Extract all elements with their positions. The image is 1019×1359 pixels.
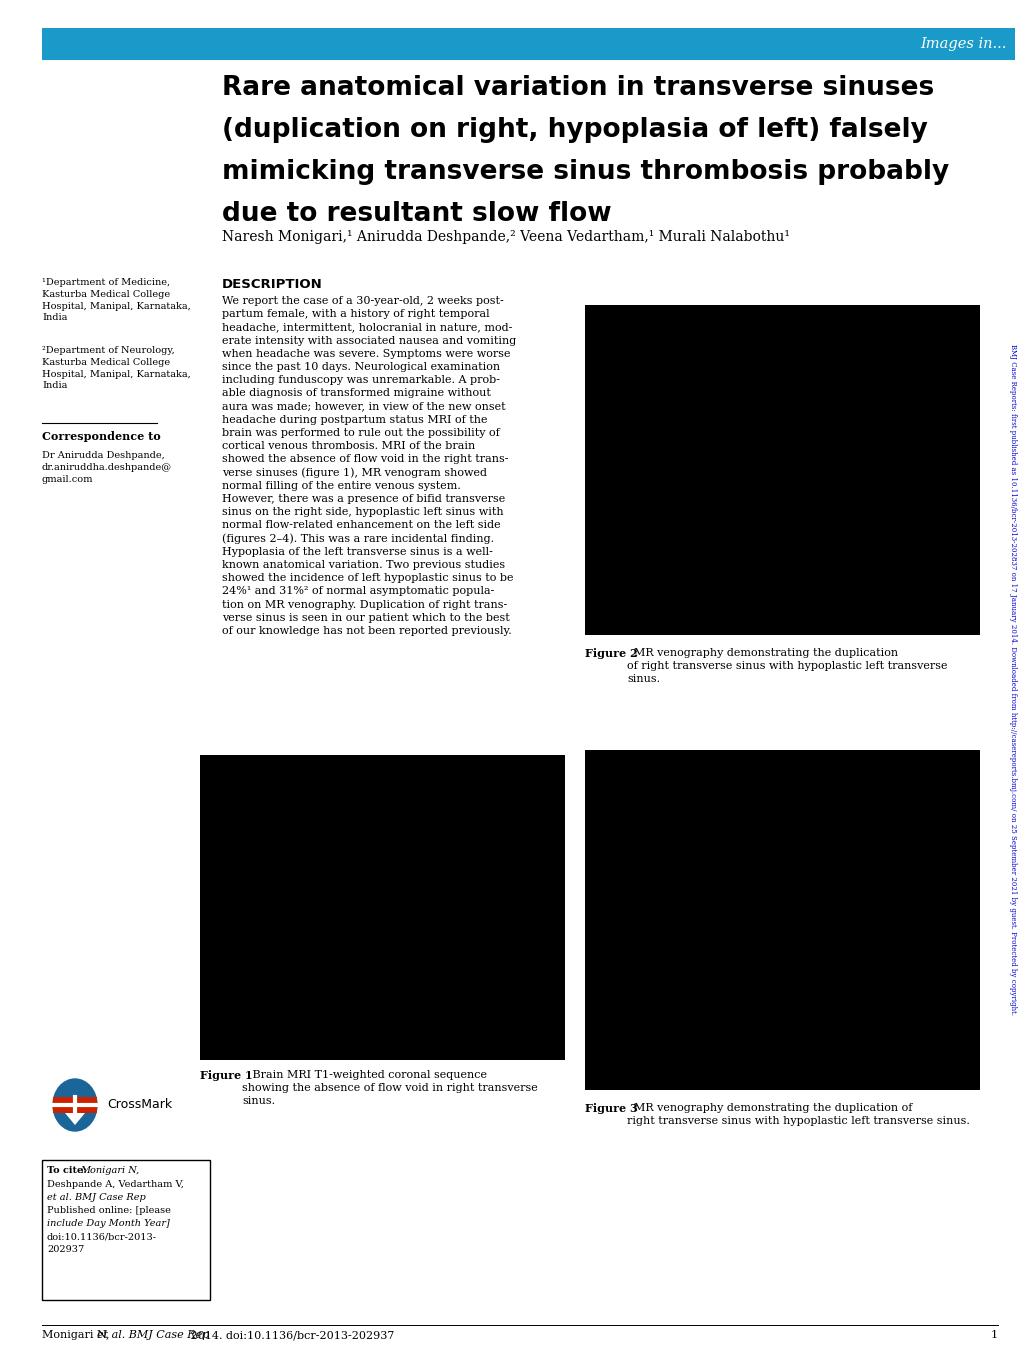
- Text: 1: 1: [989, 1330, 997, 1340]
- Text: Brain MRI T1-weighted coronal sequence
showing the absence of flow void in right: Brain MRI T1-weighted coronal sequence s…: [242, 1070, 537, 1106]
- Text: (duplication on right, hypoplasia of left) falsely: (duplication on right, hypoplasia of lef…: [222, 117, 927, 143]
- Text: Published online: [please: Published online: [please: [47, 1205, 171, 1215]
- Text: brain was performed to rule out the possibility of: brain was performed to rule out the poss…: [222, 428, 499, 438]
- Text: DESCRIPTION: DESCRIPTION: [222, 279, 322, 291]
- Text: ¹Department of Medicine,
Kasturba Medical College
Hospital, Manipal, Karnataka,
: ¹Department of Medicine, Kasturba Medica…: [42, 279, 191, 322]
- Bar: [53, 1097, 97, 1113]
- Text: due to resultant slow flow: due to resultant slow flow: [222, 201, 611, 227]
- Text: when headache was severe. Symptoms were worse: when headache was severe. Symptoms were …: [222, 349, 510, 359]
- Text: Figure 1: Figure 1: [200, 1070, 253, 1080]
- Ellipse shape: [53, 1079, 97, 1131]
- Text: We report the case of a 30-year-old, 2 weeks post-: We report the case of a 30-year-old, 2 w…: [222, 296, 503, 306]
- Text: verse sinus is seen in our patient which to the best: verse sinus is seen in our patient which…: [222, 613, 510, 622]
- Text: CrossMark: CrossMark: [107, 1098, 172, 1112]
- Bar: [200, 756, 565, 1060]
- Text: able diagnosis of transformed migraine without: able diagnosis of transformed migraine w…: [222, 389, 490, 398]
- Bar: [585, 750, 979, 1090]
- Text: However, there was a presence of bifid transverse: However, there was a presence of bifid t…: [222, 495, 504, 504]
- Text: Monigari N,: Monigari N,: [79, 1166, 140, 1176]
- Polygon shape: [65, 1113, 85, 1125]
- Text: Correspondence to: Correspondence to: [42, 431, 161, 442]
- Text: To cite:: To cite:: [47, 1166, 90, 1176]
- Text: MR venography demonstrating the duplication of
right transverse sinus with hypop: MR venography demonstrating the duplicat…: [627, 1104, 969, 1125]
- Text: (figures 2–4). This was a rare incidental finding.: (figures 2–4). This was a rare incidenta…: [222, 534, 493, 544]
- Text: partum female, with a history of right temporal: partum female, with a history of right t…: [222, 310, 489, 319]
- Text: mimicking transverse sinus thrombosis probably: mimicking transverse sinus thrombosis pr…: [222, 159, 949, 185]
- Text: BMJ Case Reports: first published as 10.1136/bcr-2013-202837 on 17 January 2014.: BMJ Case Reports: first published as 10.…: [1008, 344, 1016, 1015]
- Text: including funduscopy was unremarkable. A prob-: including funduscopy was unremarkable. A…: [222, 375, 499, 385]
- Text: cortical venous thrombosis. MRI of the brain: cortical venous thrombosis. MRI of the b…: [222, 442, 475, 451]
- Text: Naresh Monigari,¹ Anirudda Deshpande,² Veena Vedartham,¹ Murali Nalabothu¹: Naresh Monigari,¹ Anirudda Deshpande,² V…: [222, 230, 789, 245]
- Text: Monigari N,: Monigari N,: [42, 1330, 113, 1340]
- Text: et al. BMJ Case Rep: et al. BMJ Case Rep: [47, 1193, 146, 1201]
- Text: since the past 10 days. Neurological examination: since the past 10 days. Neurological exa…: [222, 361, 499, 372]
- Text: Rare anatomical variation in transverse sinuses: Rare anatomical variation in transverse …: [222, 75, 933, 101]
- Text: aura was made; however, in view of the new onset: aura was made; however, in view of the n…: [222, 402, 505, 412]
- Text: known anatomical variation. Two previous studies: known anatomical variation. Two previous…: [222, 560, 504, 569]
- Text: 202937: 202937: [47, 1245, 85, 1254]
- Text: Dr Anirudda Deshpande,
dr.aniruddha.deshpande@
gmail.com: Dr Anirudda Deshpande, dr.aniruddha.desh…: [42, 451, 172, 484]
- Bar: [585, 304, 979, 635]
- Text: of our knowledge has not been reported previously.: of our knowledge has not been reported p…: [222, 626, 512, 636]
- Text: headache, intermittent, holocranial in nature, mod-: headache, intermittent, holocranial in n…: [222, 322, 512, 333]
- Text: erate intensity with associated nausea and vomiting: erate intensity with associated nausea a…: [222, 336, 516, 345]
- Text: normal flow-related enhancement on the left side: normal flow-related enhancement on the l…: [222, 520, 500, 530]
- Text: Figure 2: Figure 2: [585, 648, 637, 659]
- Bar: [42, 1161, 210, 1301]
- Text: showed the absence of flow void in the right trans-: showed the absence of flow void in the r…: [222, 454, 508, 465]
- Text: doi:10.1136/bcr-2013-: doi:10.1136/bcr-2013-: [47, 1233, 157, 1241]
- Text: sinus on the right side, hypoplastic left sinus with: sinus on the right side, hypoplastic lef…: [222, 507, 503, 518]
- Text: tion on MR venography. Duplication of right trans-: tion on MR venography. Duplication of ri…: [222, 599, 506, 610]
- Text: MR venography demonstrating the duplication
of right transverse sinus with hypop: MR venography demonstrating the duplicat…: [627, 648, 947, 684]
- Text: Figure 3: Figure 3: [585, 1104, 637, 1114]
- Text: 24%¹ and 31%² of normal asymptomatic popula-: 24%¹ and 31%² of normal asymptomatic pop…: [222, 586, 494, 597]
- Text: Deshpande A, Vedartham V,: Deshpande A, Vedartham V,: [47, 1180, 183, 1189]
- Bar: [42, 29, 1014, 60]
- Text: 2014. doi:10.1136/bcr-2013-202937: 2014. doi:10.1136/bcr-2013-202937: [186, 1330, 394, 1340]
- Text: et al. BMJ Case Rep: et al. BMJ Case Rep: [97, 1330, 209, 1340]
- Text: Hypoplasia of the left transverse sinus is a well-: Hypoplasia of the left transverse sinus …: [222, 546, 492, 557]
- Text: verse sinuses (figure 1), MR venogram showed: verse sinuses (figure 1), MR venogram sh…: [222, 467, 486, 478]
- Text: include Day Month Year]: include Day Month Year]: [47, 1219, 169, 1229]
- Text: Images in...: Images in...: [920, 37, 1006, 52]
- Text: normal filling of the entire venous system.: normal filling of the entire venous syst…: [222, 481, 461, 491]
- Text: showed the incidence of left hypoplastic sinus to be: showed the incidence of left hypoplastic…: [222, 573, 513, 583]
- Text: ²Department of Neurology,
Kasturba Medical College
Hospital, Manipal, Karnataka,: ²Department of Neurology, Kasturba Medic…: [42, 347, 191, 390]
- Text: headache during postpartum status MRI of the: headache during postpartum status MRI of…: [222, 414, 487, 425]
